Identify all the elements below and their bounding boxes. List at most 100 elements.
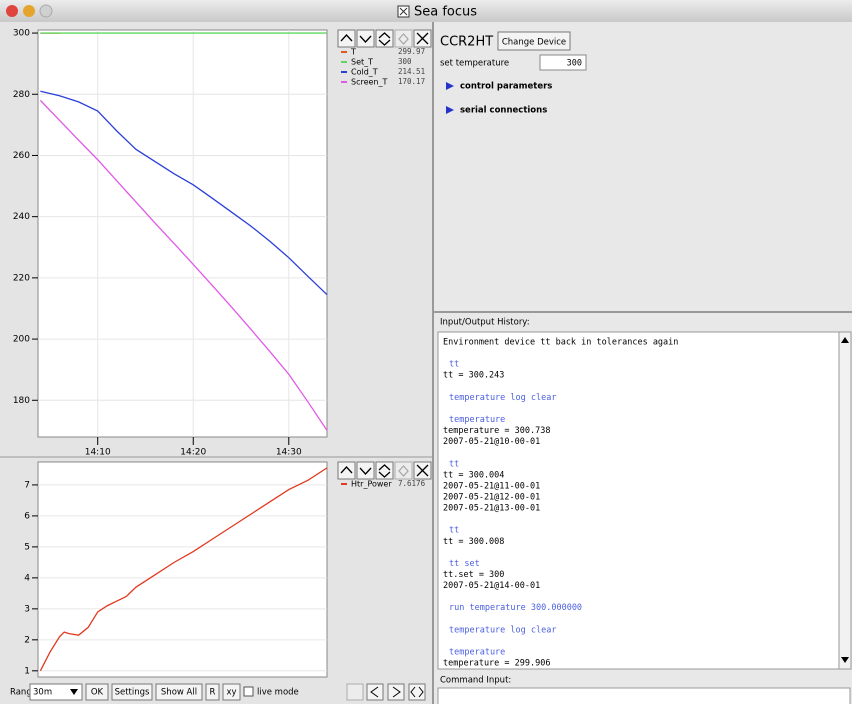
- nav-button[interactable]: [408, 683, 426, 701]
- history-output: tt = 300.008: [443, 537, 504, 547]
- setting-input[interactable]: [539, 54, 587, 71]
- range-select[interactable]: [29, 683, 83, 701]
- history-label: Input/Output History:: [440, 318, 530, 328]
- x-tick-label: 14:10: [85, 448, 111, 458]
- nav-icon: [392, 686, 401, 698]
- setting-label: set temperature: [440, 59, 509, 69]
- y-tick-label: 240: [13, 212, 30, 222]
- button-icon: [398, 33, 409, 45]
- chart-button[interactable]: [337, 29, 356, 48]
- y-tick-label: 300: [13, 29, 30, 39]
- y-tick-label: 180: [13, 396, 30, 406]
- charts: 180 200 220 240 260 280 300 14:10 14:20 14:30 T 299…: [13, 29, 432, 678]
- toolbar-button[interactable]: [155, 683, 203, 701]
- y-tick-label: 280: [13, 90, 30, 100]
- history-command: tt set: [449, 559, 480, 569]
- close-button[interactable]: [6, 5, 18, 17]
- command-input[interactable]: [437, 687, 851, 704]
- x-tick-label: 14:20: [180, 448, 206, 458]
- button-icon: [340, 34, 353, 42]
- button-label: xy: [226, 688, 236, 698]
- section-label[interactable]: serial connections: [460, 106, 547, 116]
- legend-value: 170.17: [398, 77, 425, 86]
- toolbar-button[interactable]: [111, 683, 153, 701]
- chart-button[interactable]: [394, 29, 413, 48]
- chart-button[interactable]: [337, 461, 356, 480]
- scrollbar[interactable]: [838, 331, 852, 670]
- legend-label: Screen_T: [351, 78, 388, 87]
- history-line: Environment device tt back in tolerances…: [443, 338, 678, 348]
- minimize-button[interactable]: [23, 5, 35, 17]
- legend-label: Cold_T: [351, 68, 378, 77]
- button-icon: [359, 467, 372, 475]
- history-output: 2007-05-21@10-00-01: [443, 437, 540, 447]
- x-icon-glyph: [399, 7, 408, 16]
- legend-value: 7.6176: [398, 479, 426, 488]
- change-device-button[interactable]: [497, 31, 571, 51]
- history-output: temperature = 299.906: [443, 659, 550, 669]
- series-line: [39, 467, 328, 672]
- chart-button[interactable]: [356, 461, 375, 480]
- y-tick-label: 200: [13, 335, 30, 345]
- section-label[interactable]: control parameters: [460, 82, 552, 92]
- setting-value: 300: [567, 59, 582, 69]
- button-icon: [359, 35, 372, 43]
- plot-area: [37, 461, 328, 678]
- history-output: 2007-05-21@11-00-01: [443, 481, 540, 491]
- device-name: CCR2HT: [440, 35, 493, 50]
- button-label: R: [210, 688, 216, 698]
- expander-arrow[interactable]: [446, 106, 454, 114]
- chart-button[interactable]: [375, 461, 394, 480]
- chart-button[interactable]: [356, 29, 375, 48]
- toolbar-button[interactable]: [205, 683, 220, 701]
- chart-button[interactable]: [375, 29, 394, 48]
- window-title: Sea focus: [414, 5, 477, 20]
- history-output: tt.set = 300: [443, 570, 504, 580]
- button-label: Settings: [115, 688, 150, 698]
- toolbar-button[interactable]: [85, 683, 109, 701]
- zoom-button[interactable]: [39, 4, 53, 18]
- command-label: Command Input:: [440, 676, 511, 686]
- history-output: tt = 300.243: [443, 371, 504, 381]
- nav-icon: [410, 686, 424, 698]
- history-command: temperature: [449, 415, 505, 425]
- chart-button[interactable]: [394, 461, 413, 480]
- checkbox-label: live mode: [257, 688, 299, 698]
- legend-label: Htr_Power: [351, 480, 392, 489]
- nav-button[interactable]: [387, 683, 405, 701]
- history-output: 2007-05-21@13-00-01: [443, 504, 540, 514]
- range-value: 30m: [33, 688, 52, 698]
- nav-button[interactable]: [346, 683, 364, 701]
- legend-value: 299.97: [398, 47, 425, 56]
- history-output: 2007-05-21@12-00-01: [443, 492, 540, 502]
- y-tick-label: 1: [24, 666, 30, 676]
- y-tick-label: 5: [24, 542, 30, 552]
- history-output: 2007-05-21@14-00-01: [443, 581, 540, 591]
- legend-label: T: [350, 48, 356, 57]
- button-icon: [378, 464, 391, 478]
- device-panel: CCR2HT Change Device set temperature 300…: [440, 31, 587, 116]
- y-tick-label: 6: [24, 511, 30, 521]
- history-command: tt: [449, 360, 459, 370]
- x-tick-label: 14:30: [276, 448, 302, 458]
- y-tick-label: 7: [24, 480, 30, 490]
- button-label: Show All: [161, 688, 197, 698]
- button-icon: [416, 464, 429, 477]
- history-output: temperature = 300.738: [443, 426, 550, 436]
- live-checkbox[interactable]: [243, 686, 254, 697]
- dropdown-arrow: [70, 689, 78, 695]
- expander-arrow[interactable]: [446, 82, 454, 90]
- toolbar-button[interactable]: [222, 683, 241, 701]
- history-command: tt: [449, 526, 459, 536]
- button-icon: [416, 32, 429, 45]
- history-command: run temperature 300.000000: [449, 603, 582, 613]
- button-icon: [340, 466, 353, 474]
- series-line: [39, 99, 328, 431]
- legend-value: 214.51: [398, 67, 425, 76]
- legend-label: Set_T: [351, 58, 373, 67]
- nav-icon: [370, 686, 379, 698]
- nav-button[interactable]: [366, 683, 384, 701]
- y-tick-label: 220: [13, 273, 30, 283]
